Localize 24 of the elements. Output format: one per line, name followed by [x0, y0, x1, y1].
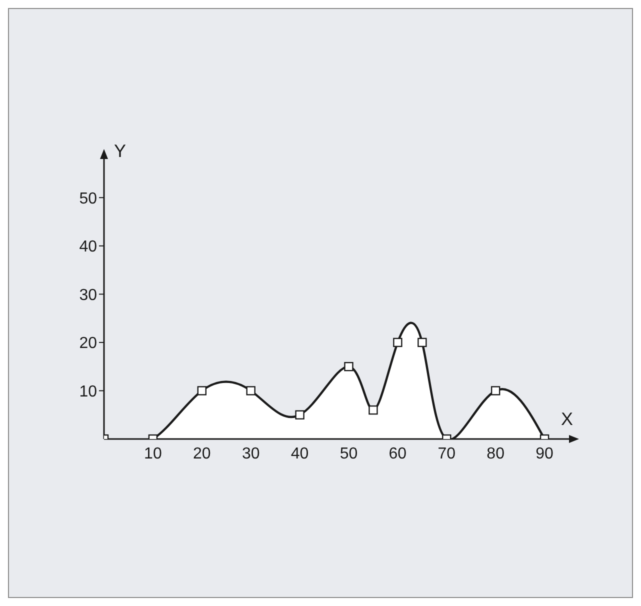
point	[490, 386, 500, 396]
x-tick-label: 90	[536, 445, 554, 462]
x-axis-title: X	[561, 409, 574, 429]
y-tick-label: 20	[79, 335, 98, 352]
point	[295, 410, 304, 420]
x-tick-label: 20	[192, 445, 211, 462]
x-tick-label: 10	[144, 445, 162, 462]
y-tick-label: 50	[79, 190, 98, 208]
y-tick-label: 30	[79, 286, 98, 304]
point	[344, 362, 354, 372]
y-axis-title: Y	[114, 141, 126, 161]
point	[418, 338, 427, 348]
x-tick-label: 40	[290, 445, 309, 462]
y-tick-label: 40	[79, 238, 98, 256]
x-tick-label: 50	[340, 445, 358, 462]
point	[197, 386, 206, 396]
point	[246, 386, 256, 396]
x-tick-label: 30	[242, 445, 260, 462]
y-tick-label: 10	[79, 383, 98, 400]
x-tick-label: 80	[486, 445, 505, 462]
x-tick-label: 70	[438, 445, 456, 462]
point	[368, 405, 378, 415]
point	[393, 338, 402, 348]
x-tick-label: 60	[388, 445, 407, 462]
